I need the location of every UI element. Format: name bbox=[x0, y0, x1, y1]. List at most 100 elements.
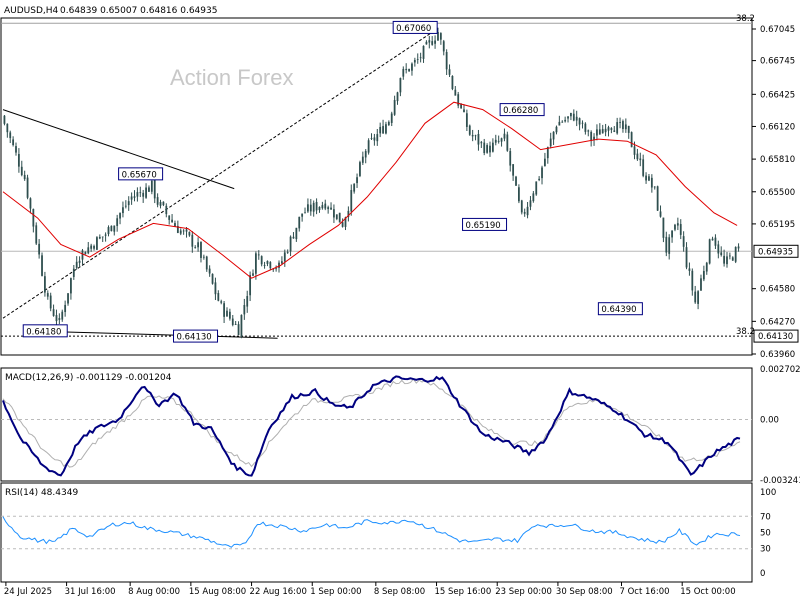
price-label: 0.64180 bbox=[26, 327, 61, 337]
candle-body bbox=[335, 214, 338, 220]
candle-body bbox=[110, 225, 113, 232]
candle-body bbox=[122, 207, 124, 214]
candle-body bbox=[136, 192, 139, 197]
candle-body bbox=[515, 176, 517, 186]
candle-body bbox=[6, 123, 9, 133]
candle-body bbox=[477, 133, 480, 145]
moving-average-line bbox=[2, 101, 738, 279]
candle-body bbox=[38, 243, 41, 255]
candle-body bbox=[26, 177, 29, 198]
candle-body bbox=[165, 205, 168, 215]
candle-body bbox=[78, 260, 81, 263]
price-label-box bbox=[173, 329, 219, 343]
candle-body bbox=[116, 218, 119, 226]
candle-body bbox=[728, 255, 731, 257]
candle-body bbox=[549, 138, 552, 147]
time-tick-label: 22 Aug 16:00 bbox=[250, 587, 307, 597]
candle-body bbox=[93, 246, 95, 249]
candle-body bbox=[529, 200, 532, 207]
candle-body bbox=[96, 237, 98, 250]
candle-body bbox=[486, 145, 489, 153]
candle-body bbox=[29, 198, 32, 209]
candle-body bbox=[90, 245, 93, 249]
price-tick-label: 0.63960 bbox=[760, 350, 795, 360]
candle-body bbox=[535, 181, 538, 195]
candle-body bbox=[506, 134, 509, 151]
candle-body bbox=[124, 205, 127, 207]
macd-title: MACD(12,26,9) -0.001129 -0.001204 bbox=[5, 373, 172, 383]
price-label-box bbox=[462, 217, 508, 231]
candle-body bbox=[604, 128, 607, 133]
candle-body bbox=[307, 204, 309, 212]
candle-body bbox=[723, 255, 726, 264]
candle-body bbox=[622, 121, 624, 129]
candle-body bbox=[324, 203, 327, 209]
candle-body bbox=[315, 201, 318, 211]
candle-body bbox=[81, 250, 84, 260]
candle-body bbox=[572, 113, 575, 121]
candle-body bbox=[49, 295, 52, 309]
candle-body bbox=[399, 78, 402, 93]
candle-body bbox=[130, 196, 133, 200]
candle-body bbox=[463, 109, 465, 113]
time-tick-label: 30 Sep 08:00 bbox=[556, 587, 613, 597]
candle-body bbox=[182, 230, 185, 232]
candle-body bbox=[679, 224, 682, 235]
price-label-box bbox=[22, 324, 68, 338]
candle-body bbox=[682, 236, 685, 247]
macd-signal-line bbox=[2, 378, 741, 468]
candle-body bbox=[370, 138, 373, 139]
candle-body bbox=[546, 146, 549, 159]
candle-body bbox=[396, 92, 399, 102]
price-panel-frame bbox=[0, 17, 753, 356]
candle-body bbox=[674, 224, 676, 230]
candle-body bbox=[240, 314, 243, 337]
candle-body bbox=[431, 41, 434, 45]
time-tick-label: 15 Oct 00:00 bbox=[680, 587, 735, 597]
candle-body bbox=[23, 174, 26, 180]
candle-body bbox=[590, 131, 593, 142]
candle-body bbox=[107, 227, 110, 235]
candle-body bbox=[67, 293, 69, 304]
time-tick-label: 1 Sep 00:00 bbox=[310, 587, 361, 597]
candle-body bbox=[468, 125, 471, 135]
candle-body bbox=[653, 186, 656, 188]
candle-body bbox=[489, 145, 491, 153]
candle-body bbox=[471, 134, 474, 137]
candle-body bbox=[688, 268, 691, 271]
candle-body bbox=[246, 296, 249, 307]
candle-body bbox=[512, 164, 515, 176]
candle-body bbox=[442, 41, 445, 52]
time-tick-label: 23 Sep 00:00 bbox=[495, 587, 552, 597]
candle-body bbox=[333, 209, 335, 218]
candle-body bbox=[301, 213, 304, 217]
candle-body bbox=[292, 236, 295, 239]
candle-body bbox=[500, 138, 503, 142]
candle-body bbox=[627, 125, 630, 133]
candle-body bbox=[697, 291, 699, 304]
rsi-panel-frame bbox=[0, 482, 753, 583]
candle-body bbox=[275, 268, 278, 270]
price-tick-label: 0.66745 bbox=[760, 57, 795, 67]
candle-body bbox=[44, 276, 46, 293]
candle-body bbox=[656, 186, 659, 211]
rsi-line bbox=[2, 516, 741, 548]
candle-body bbox=[318, 206, 321, 211]
candle-body bbox=[630, 132, 633, 148]
candle-body bbox=[494, 139, 497, 143]
candle-body bbox=[610, 128, 613, 130]
candle-body bbox=[523, 212, 526, 214]
candle-body bbox=[451, 75, 454, 90]
candle-body bbox=[480, 142, 483, 144]
candle-body bbox=[671, 230, 673, 238]
candle-body bbox=[98, 236, 101, 239]
candle-body bbox=[353, 183, 356, 192]
price-tick-label: 0.64580 bbox=[760, 285, 795, 295]
candle-body bbox=[127, 201, 130, 206]
candle-body bbox=[726, 256, 728, 265]
candle-body bbox=[509, 150, 512, 166]
candle-body bbox=[425, 41, 428, 45]
candle-body bbox=[159, 201, 162, 206]
candle-body bbox=[596, 129, 598, 136]
candle-body bbox=[330, 207, 332, 210]
